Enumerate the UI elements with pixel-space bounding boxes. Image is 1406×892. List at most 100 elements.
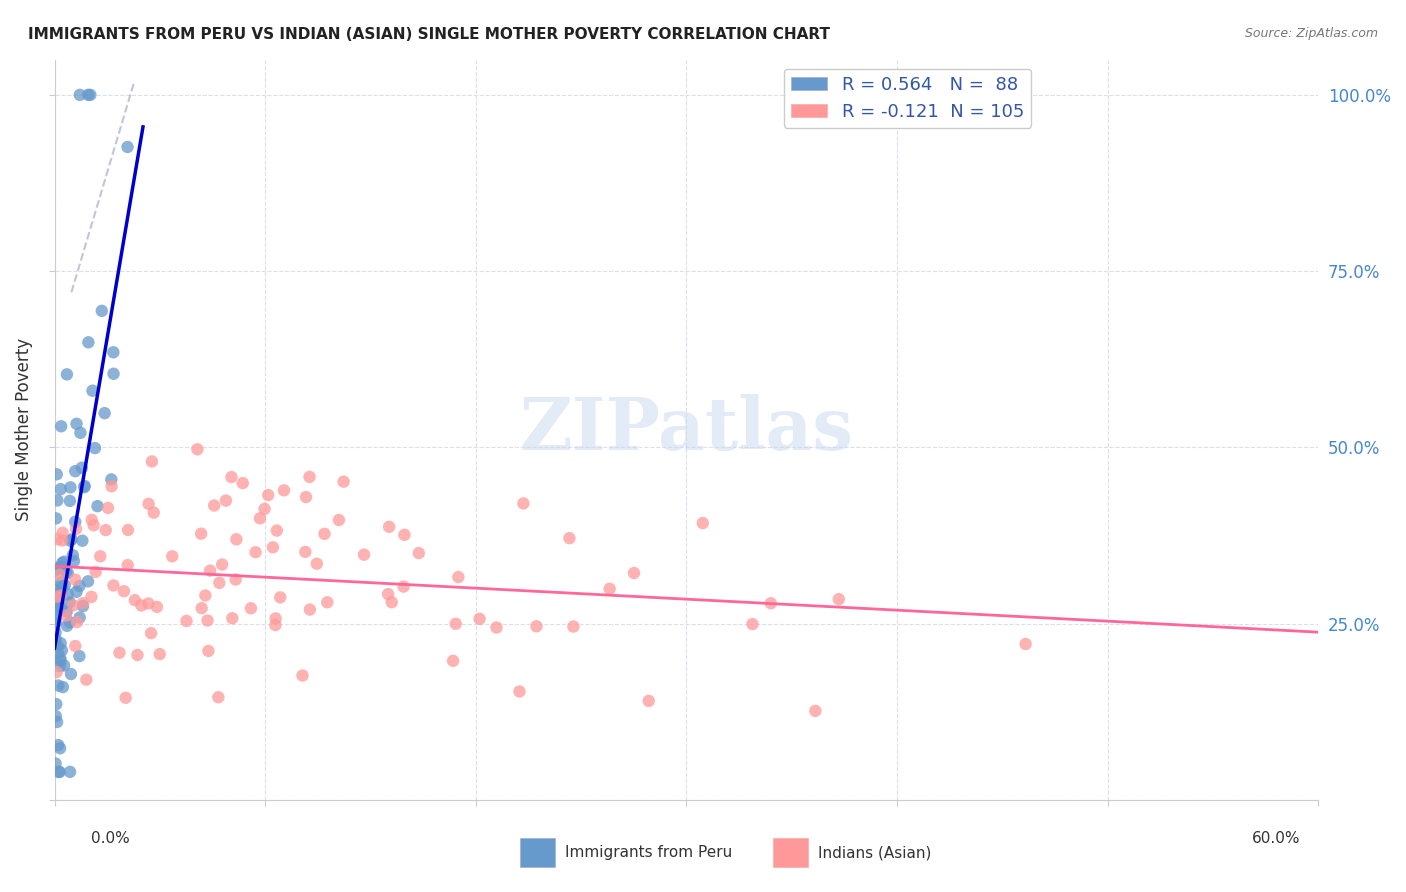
Point (273, 483, 295, 498)
Point (59, 494, 82, 508)
Point (45, 611, 67, 625)
Point (56, 587, 79, 601)
Point (45, 756, 67, 771)
Point (46, 593, 69, 607)
Point (65, 584, 87, 599)
Point (225, 573, 247, 587)
Point (45, 607, 67, 622)
Point (49, 636, 72, 650)
Point (221, 611, 243, 625)
Point (264, 611, 287, 625)
Point (314, 526, 336, 541)
Point (80, 513, 103, 527)
Point (131, 599, 153, 613)
Text: ZIPatlas: ZIPatlas (519, 394, 853, 466)
Point (72, 533, 94, 548)
Point (90, 303, 112, 318)
Point (741, 617, 763, 632)
Point (45, 709, 67, 723)
Point (45, 467, 67, 482)
Point (45, 697, 67, 711)
Point (804, 704, 827, 718)
Point (56, 619, 79, 633)
Point (80, 590, 103, 604)
Point (59, 595, 82, 609)
Point (93, 406, 115, 420)
Point (108, 646, 131, 660)
Point (73, 480, 96, 494)
Point (45, 582, 67, 597)
Point (65, 464, 87, 478)
Point (202, 499, 225, 513)
FancyBboxPatch shape (520, 838, 555, 867)
Point (45, 665, 67, 680)
Point (1014, 637, 1036, 651)
Point (77, 574, 100, 589)
Point (51, 559, 73, 574)
Point (394, 528, 416, 542)
Point (83, 518, 105, 533)
Point (142, 506, 165, 520)
Point (69, 87, 91, 102)
Point (48, 567, 70, 582)
Point (117, 140, 139, 154)
Point (49, 741, 72, 756)
Text: 60.0%: 60.0% (1253, 831, 1301, 846)
Point (441, 654, 464, 668)
Point (49, 419, 72, 434)
Point (62, 599, 84, 613)
Point (53, 555, 76, 569)
Point (56, 566, 79, 580)
Point (49, 659, 72, 673)
Point (117, 558, 139, 573)
Text: 0.0%: 0.0% (91, 831, 131, 846)
Point (316, 595, 339, 609)
Point (45, 511, 67, 525)
Point (52, 680, 75, 694)
Point (408, 546, 430, 560)
Point (146, 599, 169, 614)
Point (103, 345, 125, 359)
Point (138, 497, 160, 511)
Point (94, 523, 117, 537)
Point (45, 625, 67, 640)
Text: Indians (Asian): Indians (Asian) (818, 846, 932, 860)
Point (55, 605, 77, 619)
Point (46, 493, 69, 508)
Point (245, 545, 267, 559)
Point (51, 525, 73, 540)
Text: IMMIGRANTS FROM PERU VS INDIAN (ASIAN) SINGLE MOTHER POVERTY CORRELATION CHART: IMMIGRANTS FROM PERU VS INDIAN (ASIAN) S… (28, 27, 830, 42)
Text: Source: ZipAtlas.com: Source: ZipAtlas.com (1244, 27, 1378, 40)
Point (46, 738, 69, 752)
Point (45, 615, 67, 630)
Point (295, 490, 318, 504)
Point (48, 764, 70, 779)
Point (162, 549, 184, 564)
Point (100, 473, 122, 487)
Point (97, 500, 120, 515)
Point (305, 557, 328, 571)
Point (114, 690, 136, 705)
Point (562, 619, 585, 633)
Point (124, 593, 146, 607)
Point (176, 614, 198, 628)
Point (141, 454, 163, 468)
Point (257, 488, 280, 502)
Point (46, 591, 69, 605)
Point (56, 368, 79, 382)
Point (45, 564, 67, 578)
Point (623, 566, 645, 580)
Point (444, 616, 467, 631)
Point (48, 764, 70, 779)
Point (194, 589, 217, 603)
Point (65, 573, 87, 587)
Point (447, 570, 470, 584)
Point (103, 578, 125, 592)
Point (49, 482, 72, 496)
Text: Immigrants from Peru: Immigrants from Peru (565, 846, 733, 860)
Point (69, 425, 91, 440)
Point (63, 554, 86, 568)
Point (207, 690, 229, 705)
Point (60, 533, 83, 547)
Point (46, 678, 69, 692)
